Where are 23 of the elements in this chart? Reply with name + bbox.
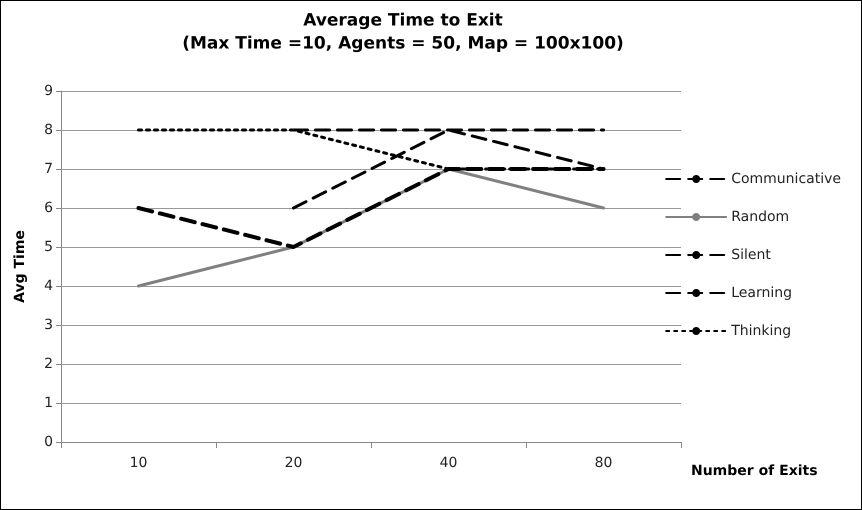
y-tick-label: 2 [44,356,53,372]
y-tick-label: 7 [44,161,53,177]
chart-title: Average Time to Exit [303,10,503,30]
legend-label: Random [731,209,790,225]
legend-label: Thinking [730,323,792,339]
y-tick-label: 6 [44,200,54,216]
x-axis-title: Number of Exits [691,463,818,479]
x-tick-label: 20 [284,455,302,471]
legend-label: Learning [731,285,792,301]
x-tick-label: 10 [130,455,148,471]
y-tick-label: 5 [44,239,53,255]
chart-subtitle: (Max Time =10, Agents = 50, Map = 100x100) [182,34,624,54]
x-tick-label: 80 [594,455,612,471]
x-tick-label: 40 [440,455,458,471]
legend-label: Communicative [731,171,842,187]
y-axis-title: Avg Time [12,230,28,303]
y-tick-label: 4 [44,278,54,294]
y-tick-label: 8 [44,122,53,138]
y-tick-label: 1 [44,395,53,411]
y-tick-label: 0 [44,434,53,450]
y-tick-label: 9 [44,83,53,99]
y-tick-label: 3 [44,317,53,333]
legend-label: Silent [731,247,772,263]
